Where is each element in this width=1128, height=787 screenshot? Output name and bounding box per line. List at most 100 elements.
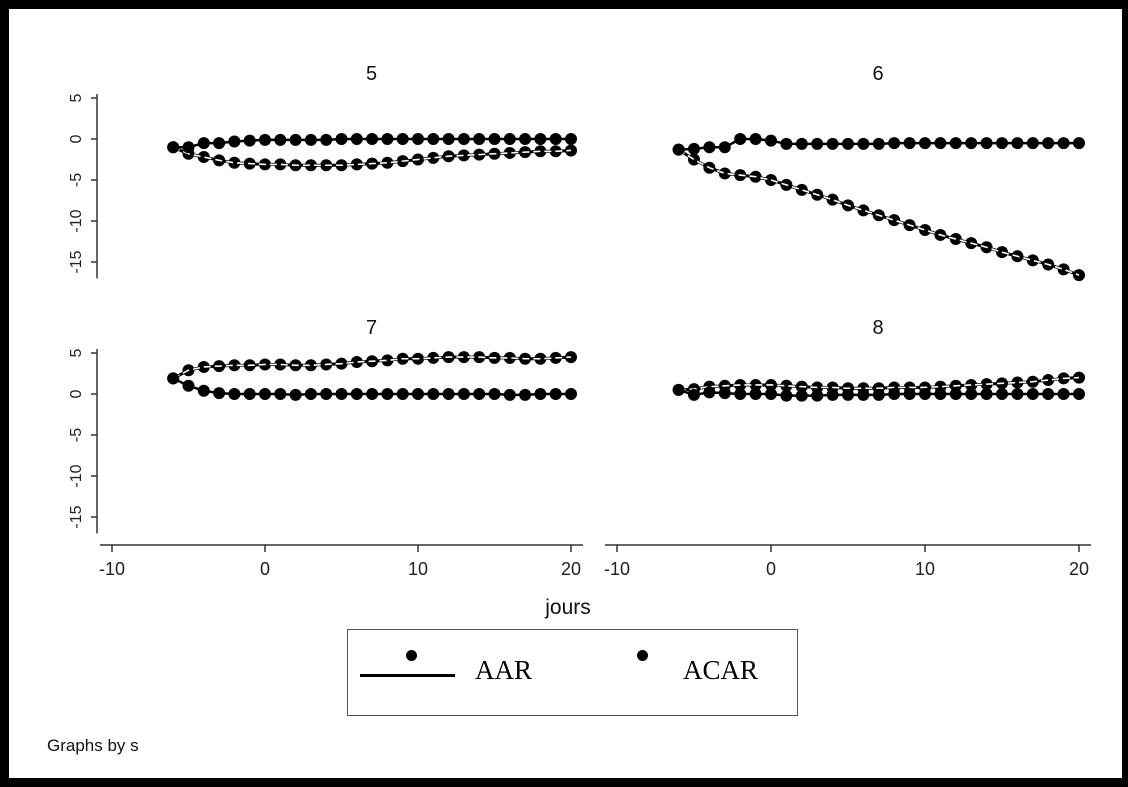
point-aar	[519, 388, 532, 401]
point-aar	[934, 137, 947, 150]
y-tick-label: -10	[68, 209, 85, 232]
point-aar	[826, 137, 839, 150]
point-aar	[980, 388, 993, 400]
point-aar	[549, 388, 562, 400]
point-aar	[996, 388, 1008, 400]
point-aar	[213, 137, 226, 150]
point-acar	[304, 359, 317, 372]
point-acar	[965, 378, 978, 391]
point-aar	[381, 133, 394, 145]
point-aar	[442, 388, 455, 400]
point-acar	[996, 246, 1008, 259]
y-tick-label: -5	[68, 173, 85, 187]
point-acar	[688, 153, 700, 166]
point-aar	[503, 133, 516, 145]
point-acar	[1011, 376, 1024, 389]
point-aar	[213, 387, 226, 400]
point-acar	[427, 151, 440, 164]
point-aar	[780, 137, 793, 150]
point-aar	[503, 388, 516, 401]
point-aar	[1042, 388, 1055, 400]
point-aar	[965, 137, 978, 150]
point-aar	[350, 133, 363, 145]
point-acar	[1026, 254, 1039, 267]
panel-title-7: 7	[366, 317, 377, 339]
point-aar	[243, 134, 256, 147]
point-aar	[335, 388, 348, 400]
point-aar	[857, 137, 870, 150]
series-dash-acar	[678, 148, 1080, 276]
point-acar	[919, 224, 931, 237]
point-aar	[289, 388, 302, 401]
point-aar	[749, 133, 762, 145]
point-aar	[795, 137, 808, 150]
point-aar	[366, 388, 379, 400]
legend-aar-marker	[406, 650, 417, 661]
point-aar	[534, 133, 547, 145]
y-tick-label: -5	[68, 428, 85, 442]
y-tick-label: 0	[68, 134, 85, 143]
panel-title-6: 6	[872, 63, 883, 85]
point-aar	[842, 137, 854, 150]
point-aar	[274, 133, 287, 146]
point-aar	[780, 389, 793, 402]
point-aar	[182, 141, 195, 154]
point-acar	[503, 351, 516, 364]
point-aar	[765, 134, 777, 147]
y-tick-label: -15	[68, 250, 85, 273]
y-tick-label: 0	[68, 389, 85, 398]
point-aar	[734, 133, 747, 145]
point-aar	[919, 137, 931, 150]
point-aar	[872, 388, 885, 401]
point-aar	[488, 388, 501, 400]
x-tick-label: 0	[260, 559, 270, 579]
point-aar	[672, 143, 685, 156]
legend-acar-marker	[637, 650, 648, 661]
point-aar	[565, 388, 577, 400]
point-acar	[197, 151, 210, 164]
y-tick-label: 5	[68, 348, 85, 357]
point-aar	[842, 388, 854, 401]
point-acar	[228, 359, 241, 372]
point-aar	[197, 137, 210, 150]
point-aar	[718, 141, 731, 154]
point-aar	[565, 133, 577, 145]
point-aar	[167, 372, 180, 385]
point-aar	[167, 141, 180, 154]
point-acar	[274, 358, 287, 371]
point-aar	[1057, 137, 1070, 150]
x-tick-label: -10	[99, 559, 125, 579]
point-aar	[919, 388, 931, 400]
point-acar	[857, 204, 870, 217]
point-aar	[688, 142, 700, 155]
series-dash-acar	[172, 356, 572, 380]
point-acar	[228, 156, 241, 169]
point-aar	[320, 388, 333, 400]
point-aar	[427, 388, 440, 400]
point-aar	[534, 388, 547, 400]
point-aar	[795, 389, 808, 402]
point-aar	[228, 388, 241, 400]
panel-title-5: 5	[366, 63, 377, 85]
point-acar	[1057, 263, 1070, 276]
x-axis-label: jours	[544, 596, 591, 619]
point-aar	[457, 388, 470, 400]
point-aar	[857, 388, 870, 401]
point-acar	[274, 158, 287, 171]
point-aar	[442, 133, 455, 145]
y-tick-label: -15	[68, 505, 85, 528]
point-aar	[888, 137, 901, 150]
point-acar	[826, 193, 839, 206]
point-aar	[888, 388, 901, 400]
point-aar	[949, 388, 962, 400]
point-aar	[765, 388, 777, 400]
point-aar	[243, 388, 256, 400]
point-aar	[427, 133, 440, 145]
point-aar	[980, 137, 993, 150]
point-aar	[1057, 388, 1070, 400]
point-aar	[412, 133, 424, 145]
point-acar	[765, 174, 777, 186]
point-aar	[811, 389, 824, 402]
point-aar	[872, 137, 885, 150]
point-aar	[396, 388, 409, 400]
